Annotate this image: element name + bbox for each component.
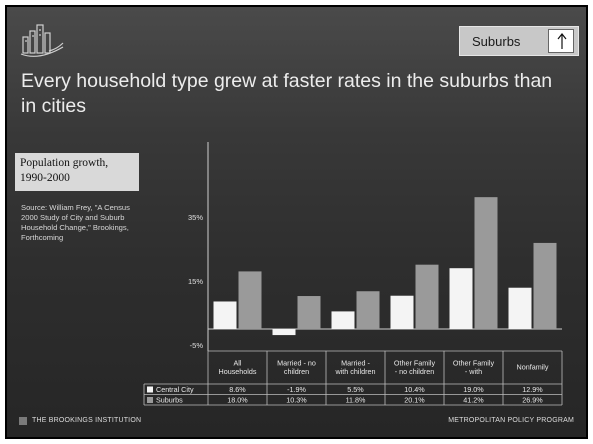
central-city-bar-5 <box>449 268 473 329</box>
brookings-logo-icon <box>20 24 64 57</box>
suburbs-legend-swatch <box>147 397 153 403</box>
household-growth-chart: -5% 15% 35% All Households Married - no childr… <box>143 142 563 406</box>
suburbs-value-2: 10.3% <box>286 396 307 405</box>
suburbs-bar-2 <box>297 296 321 329</box>
suburbs-value-6: 26.9% <box>522 396 543 405</box>
suburbs-value-1: 18.0% <box>227 396 248 405</box>
suburbs-legend-label: Suburbs <box>156 396 183 405</box>
central-city-value-1: 8.6% <box>229 385 246 394</box>
central-city-bar-4 <box>390 295 414 329</box>
central-city-value-4: 10.4% <box>404 385 425 394</box>
category-label-6: Nonfamily <box>517 363 549 372</box>
central-city-legend-swatch <box>147 386 153 393</box>
suburbs-bar-1 <box>238 271 262 329</box>
up-arrow-icon[interactable] <box>548 29 574 53</box>
y-tick-label: 35% <box>188 213 203 222</box>
suburbs-value-4: 20.1% <box>404 396 425 405</box>
footer-program: METROPOLITAN POLICY PROGRAM <box>448 417 574 424</box>
suburbs-bar-4 <box>415 264 439 329</box>
central-city-legend-label: Central City <box>156 385 194 394</box>
suburbs-nav-button[interactable]: Suburbs <box>459 26 579 56</box>
category-label-1: All Households <box>219 358 257 376</box>
central-city-value-2: -1.9% <box>287 385 306 394</box>
y-tick-label: -5% <box>190 341 204 350</box>
footer-marker <box>19 417 27 425</box>
suburbs-nav-label: Suburbs <box>472 34 521 49</box>
central-city-bar-1 <box>213 301 237 329</box>
suburbs-bar-3 <box>356 291 380 329</box>
central-city-value-3: 5.5% <box>347 385 364 394</box>
suburbs-value-5: 41.2% <box>463 396 484 405</box>
y-tick-label: 15% <box>188 277 203 286</box>
central-city-value-5: 19.0% <box>463 385 484 394</box>
page-title: Every household type grew at faster rate… <box>21 70 553 117</box>
title-divider <box>7 123 586 127</box>
central-city-value-6: 12.9% <box>522 385 543 394</box>
chart-subtitle: Population growth, 1990-2000 <box>15 153 139 191</box>
suburbs-bar-6 <box>533 242 557 329</box>
category-label-2: Married - no children <box>277 358 316 376</box>
suburbs-bar-5 <box>474 197 498 329</box>
central-city-bar-3 <box>331 311 355 329</box>
central-city-bar-6 <box>508 287 532 329</box>
category-label-4: Other Family - no children <box>394 358 436 376</box>
footer-institution: THE BROOKINGS INSTITUTION <box>32 417 142 424</box>
suburbs-value-3: 11.8% <box>346 396 366 405</box>
category-label-3: Married -with children <box>335 358 376 376</box>
source-note: Source: William Frey, "A Census 2000 Stu… <box>21 203 130 242</box>
central-city-bar-2 <box>272 329 296 336</box>
category-label-5: Other Family - with <box>453 358 495 376</box>
slide: Suburbs Every household type grew at fas… <box>5 5 588 439</box>
